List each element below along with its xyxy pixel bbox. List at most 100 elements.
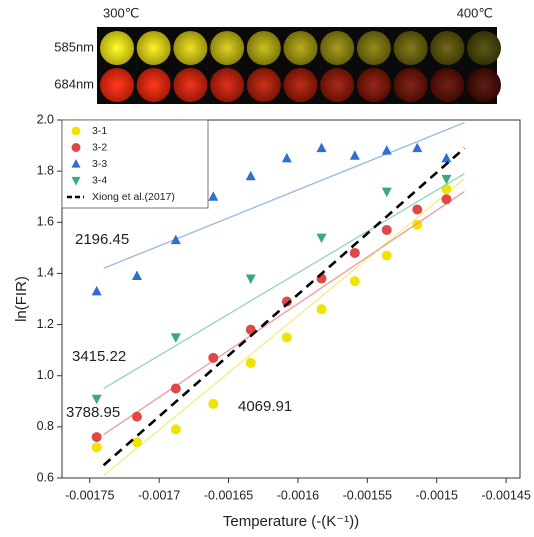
point (381, 250, 392, 261)
point (91, 285, 102, 296)
point (208, 352, 219, 363)
photo-row-label: 684nm (54, 76, 94, 91)
point (441, 194, 452, 205)
point (412, 204, 423, 215)
photo-spots (100, 31, 501, 102)
legend-swatch (71, 159, 81, 168)
legend-label: 3-3 (92, 158, 107, 170)
annotation: 4069.91 (238, 398, 292, 415)
photo-spot (100, 31, 134, 65)
plot-frame (61, 119, 521, 479)
photo-spot (393, 68, 428, 102)
x-tick-label: -0.0016 (277, 488, 319, 502)
point (91, 394, 102, 405)
annotation: 2196.45 (75, 231, 129, 248)
point (281, 332, 292, 343)
legend-label: 3-4 (92, 174, 107, 186)
photo-spot (467, 31, 501, 65)
legend-swatch (71, 126, 81, 136)
point (381, 187, 392, 198)
photo-spot (356, 68, 391, 102)
photo-spot (173, 68, 208, 102)
point (316, 233, 327, 244)
photo-spot (136, 68, 171, 102)
point (381, 224, 392, 235)
reference-line (102, 147, 466, 467)
photo-spot (320, 68, 355, 102)
point (349, 150, 360, 160)
point (441, 184, 452, 195)
photo-spot (173, 31, 208, 65)
x-tick-label: -0.0015 (416, 488, 458, 502)
legend-label: 3-1 (92, 125, 107, 137)
legend-swatch (71, 143, 81, 152)
photo-spot (356, 31, 391, 65)
x-tick-label: -0.00165 (204, 488, 253, 502)
point (208, 398, 219, 409)
point (245, 274, 256, 285)
photo-spot (210, 68, 245, 102)
photo-spot (100, 68, 134, 102)
legend-box (61, 119, 209, 209)
legend: 3-1 3-2 3-3 3-4 Xiong et al.(2017) (61, 119, 209, 209)
x-tick-label: -0.00175 (65, 488, 114, 502)
fit-line (103, 121, 465, 269)
y-tick-label: 1.6 (37, 215, 54, 229)
photo-spot (283, 31, 318, 65)
x-tick-label: -0.00155 (343, 488, 392, 502)
y-tick-label: 1.4 (37, 266, 54, 280)
point (91, 442, 102, 453)
point (316, 142, 327, 153)
x-axis-title: Temperature (-(K⁻¹)) (223, 513, 359, 530)
point (91, 432, 102, 443)
annotation: 3415.22 (72, 348, 126, 365)
photo-spot (246, 68, 281, 102)
y-tick-label: 0.6 (37, 470, 54, 484)
photo-spot (283, 68, 318, 102)
photo-end-label: 400℃ (457, 5, 493, 20)
legend-label: 3-2 (92, 141, 107, 153)
x-tick-label: -0.00145 (481, 488, 530, 502)
y-tick-label: 2.0 (37, 112, 54, 126)
photo-spot (430, 31, 465, 65)
point (170, 383, 181, 394)
point (441, 174, 452, 185)
point (349, 247, 360, 258)
y-tick-label: 0.8 (37, 419, 54, 433)
point (131, 437, 142, 448)
y-tick-label: 1.0 (37, 368, 54, 382)
annotation: 3788.95 (66, 404, 120, 421)
plot: 0.6 0.8 1.0 1.2 1.4 1.6 1.8 2.0 -0.00175 -0.0017 -… (37, 112, 531, 502)
point (281, 152, 292, 163)
point (412, 142, 423, 153)
point (441, 152, 452, 163)
point (170, 234, 181, 245)
legend-swatch (71, 176, 81, 186)
photo-spot (430, 68, 465, 102)
point (170, 333, 181, 343)
photo-spot (393, 31, 428, 65)
point (245, 170, 256, 181)
point (381, 145, 392, 155)
legend-label: Xiong et al.(2017) (92, 191, 175, 203)
point (208, 191, 219, 201)
y-tick-label: 1.2 (37, 317, 54, 331)
fit-line (103, 178, 465, 476)
point (349, 276, 360, 287)
fit-line (103, 191, 465, 436)
y-axis-title: ln(FIR) (13, 276, 30, 322)
point (131, 411, 142, 422)
photo-start-label: 300℃ (103, 5, 139, 20)
photo-spot (320, 31, 355, 65)
point (131, 270, 142, 280)
point (281, 296, 292, 307)
photo-spot (210, 31, 245, 65)
fit-line (103, 173, 465, 390)
point (170, 424, 181, 435)
photo-spot (246, 31, 281, 65)
x-tick-label: -0.0017 (138, 488, 180, 502)
photo-row-label: 585nm (54, 39, 94, 54)
photo-spot (136, 31, 171, 65)
point (316, 304, 327, 315)
